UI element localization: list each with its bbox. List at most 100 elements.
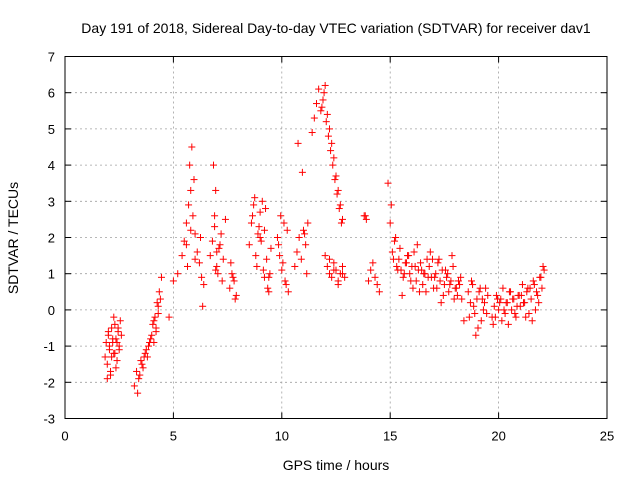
data-point <box>149 320 157 328</box>
data-point <box>153 299 161 307</box>
data-point <box>258 197 266 205</box>
data-point <box>293 248 301 256</box>
data-point <box>182 219 190 227</box>
data-point <box>323 262 331 270</box>
data-point <box>367 266 375 274</box>
y-tick-label: 4 <box>48 158 55 173</box>
y-tick-label: -1 <box>43 339 55 354</box>
data-point <box>411 262 419 270</box>
data-point <box>130 382 138 390</box>
data-point <box>407 277 415 285</box>
y-tick-label: 2 <box>48 231 55 246</box>
data-point <box>214 270 222 278</box>
data-point <box>115 346 123 354</box>
data-point <box>265 288 273 296</box>
data-point <box>456 281 464 289</box>
data-point <box>277 212 285 220</box>
data-point <box>317 107 325 115</box>
data-point <box>448 252 456 260</box>
data-point <box>150 317 158 325</box>
data-point <box>464 288 472 296</box>
data-point <box>247 219 255 227</box>
x-tick-label: 15 <box>383 429 397 444</box>
data-point <box>180 237 188 245</box>
data-point <box>445 288 453 296</box>
data-point <box>530 281 538 289</box>
data-point <box>331 176 339 184</box>
data-point <box>229 273 237 281</box>
data-point <box>206 252 214 260</box>
data-point <box>231 295 239 303</box>
data-point <box>392 234 400 241</box>
y-tick-label: 5 <box>48 122 55 137</box>
data-point <box>154 310 162 318</box>
data-point <box>413 241 421 249</box>
data-point <box>211 212 219 220</box>
data-point <box>369 259 377 267</box>
data-point <box>431 273 439 281</box>
data-point <box>295 234 303 241</box>
data-point <box>447 277 455 285</box>
y-axis-label: SDTVAR / TECUs <box>5 182 21 294</box>
data-point <box>275 241 283 249</box>
data-point <box>361 212 369 220</box>
data-point <box>339 262 347 270</box>
data-point <box>109 335 117 343</box>
data-point <box>249 212 257 220</box>
data-point <box>387 201 395 209</box>
data-point <box>103 375 111 383</box>
data-point <box>226 284 234 292</box>
data-point <box>454 277 462 285</box>
data-point <box>210 161 218 169</box>
data-point <box>513 302 521 310</box>
data-point <box>535 299 543 307</box>
data-point <box>255 223 263 231</box>
data-point <box>282 281 290 289</box>
data-point <box>140 353 148 361</box>
data-point <box>531 306 539 314</box>
y-tick-label: 3 <box>48 194 55 209</box>
data-point <box>324 132 332 140</box>
x-tick-label: 10 <box>275 429 289 444</box>
y-tick-label: 7 <box>48 50 55 65</box>
data-point <box>111 320 119 328</box>
data-point <box>116 317 124 325</box>
data-point <box>327 147 335 155</box>
data-point <box>193 248 201 256</box>
data-point <box>520 299 528 307</box>
data-point <box>294 139 302 147</box>
data-point <box>108 353 116 361</box>
data-point <box>432 270 440 278</box>
data-point <box>144 342 152 350</box>
data-point <box>466 299 474 307</box>
data-point <box>465 313 473 321</box>
data-point <box>291 262 299 270</box>
data-point <box>525 310 533 318</box>
data-point <box>476 284 484 292</box>
data-point <box>393 262 401 270</box>
data-point <box>279 259 287 267</box>
data-point <box>197 234 204 241</box>
data-point <box>103 360 111 368</box>
data-point <box>534 291 542 299</box>
data-point <box>104 328 112 336</box>
data-point <box>460 317 468 325</box>
data-point <box>298 168 306 176</box>
data-point <box>330 154 338 162</box>
data-point <box>389 255 397 263</box>
data-point <box>494 295 502 303</box>
data-point <box>511 310 519 318</box>
data-point <box>529 277 537 285</box>
data-point <box>219 255 227 263</box>
data-point <box>330 259 338 267</box>
data-point <box>501 310 509 318</box>
data-point <box>281 277 289 285</box>
data-point <box>507 288 515 296</box>
data-point <box>101 353 109 361</box>
data-point <box>135 375 143 383</box>
data-point <box>187 186 195 194</box>
data-point <box>152 328 160 336</box>
data-point <box>110 313 118 321</box>
data-point <box>111 349 119 357</box>
